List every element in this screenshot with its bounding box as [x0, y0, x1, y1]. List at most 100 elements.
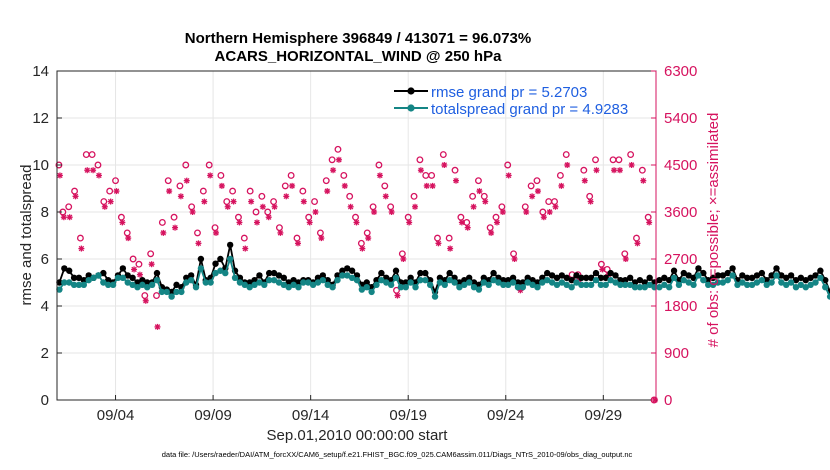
- rmse-point: [514, 279, 522, 286]
- obs-possible-point: [258, 192, 266, 200]
- obs-assimilated-point: [429, 182, 436, 189]
- spread-point: [475, 286, 483, 293]
- obs-possible-point: [287, 171, 295, 179]
- rmse-point: [363, 279, 370, 286]
- rmse-point: [61, 265, 68, 272]
- obs-possible-point: [275, 224, 283, 232]
- legend-spread-marker: [407, 104, 415, 112]
- obs-possible-point: [621, 250, 629, 258]
- spread-point: [109, 281, 117, 289]
- obs-assimilated-point: [248, 198, 255, 205]
- spread-point: [802, 284, 809, 291]
- spread-point: [124, 279, 131, 286]
- obs-assimilated-point: [488, 229, 495, 236]
- rmse-point: [680, 269, 688, 277]
- spread-point: [587, 281, 595, 289]
- obs-possible-point: [106, 187, 114, 195]
- spread-point: [534, 284, 541, 291]
- x-tick-label: 09/04: [97, 407, 135, 424]
- obs-assimilated-point: [435, 240, 442, 247]
- obs-possible-point: [551, 198, 558, 206]
- obs-assimilated-point: [95, 172, 102, 179]
- spread-point: [748, 281, 756, 289]
- obs-possible-point: [393, 286, 400, 294]
- rmse-point: [173, 281, 180, 289]
- spread-point: [524, 279, 531, 286]
- rmse-point: [217, 255, 224, 263]
- rmse-point: [617, 276, 624, 284]
- legend-rmse-marker: [407, 87, 415, 95]
- spread-point: [592, 276, 600, 284]
- rmse-point: [236, 274, 244, 281]
- rmse-point: [446, 269, 453, 277]
- spread-point: [661, 281, 668, 289]
- obs-possible-point: [381, 182, 389, 190]
- obs-possible-point: [562, 151, 570, 159]
- rmse-point: [563, 274, 570, 281]
- spread-point: [422, 276, 429, 284]
- spread-point: [656, 284, 663, 291]
- rmse-point: [392, 267, 400, 274]
- legend: rmse grand pr = 5.2703 totalspread grand…: [394, 84, 628, 118]
- spread-point: [75, 281, 83, 289]
- rmse-point: [787, 272, 795, 279]
- spread-point: [563, 281, 570, 289]
- obs-assimilated-point: [505, 172, 512, 179]
- obs-assimilated-point: [84, 167, 91, 174]
- obs-possible-point: [404, 213, 412, 221]
- spread-point: [324, 281, 331, 289]
- rmse-point: [339, 267, 346, 274]
- obs-possible-point: [229, 187, 237, 195]
- obs-assimilated-point: [236, 219, 243, 226]
- spread-point: [675, 281, 683, 289]
- spread-point: [70, 281, 78, 289]
- rmse-point: [139, 276, 146, 284]
- obs-possible-point: [445, 234, 453, 242]
- obs-possible-point: [334, 145, 342, 153]
- spread-point: [797, 281, 805, 289]
- rmse-point: [592, 269, 600, 277]
- x-axis: 09/04 09/09 09/14 09/19 09/24 09/29: [97, 395, 622, 424]
- rmse-point: [334, 272, 341, 279]
- obs-assimilated-point: [289, 182, 296, 189]
- spread-point: [807, 281, 814, 289]
- obs-assimilated-point: [259, 203, 266, 210]
- obs-possible-point: [129, 255, 137, 263]
- rmse-point: [685, 272, 692, 279]
- rmse-point: [548, 272, 556, 279]
- obs-possible-point: [153, 292, 160, 300]
- rmse-point: [480, 274, 488, 281]
- obs-possible-point: [434, 234, 441, 242]
- rmse-point: [426, 276, 434, 284]
- obs-assimilated-point: [482, 198, 489, 205]
- y-left-tick-label: 6: [41, 251, 49, 268]
- right-axis: 0 900 1800 2700 3600 4500 5400 6300: [651, 63, 697, 409]
- spread-point: [290, 281, 297, 289]
- rmse-point: [500, 276, 507, 284]
- rmse-point: [373, 276, 380, 284]
- spread-point: [139, 281, 146, 289]
- obs-assimilated-point: [306, 219, 313, 226]
- rmse-point: [534, 279, 541, 286]
- rmse-point: [265, 269, 273, 277]
- spread-point: [334, 276, 341, 284]
- y-right-tick-label: 4500: [664, 157, 697, 174]
- rmse-point: [700, 269, 707, 277]
- obs-possible-point: [299, 187, 307, 195]
- spread-point: [617, 281, 624, 289]
- obs-assimilated-point: [72, 193, 79, 200]
- spread-point: [309, 281, 317, 289]
- rmse-point: [641, 279, 648, 286]
- spread-point: [222, 269, 229, 277]
- rmse-point: [461, 276, 468, 284]
- obs-possible-point: [117, 213, 125, 221]
- rmse-point: [495, 274, 502, 281]
- obs-possible-point: [352, 213, 359, 221]
- rmse-point: [622, 276, 629, 284]
- spread-point: [505, 281, 512, 289]
- rmse-point: [661, 274, 668, 281]
- spread-point: [129, 281, 136, 289]
- rmse-point: [558, 272, 566, 279]
- obs-assimilated-point: [154, 323, 161, 330]
- rmse-point: [670, 267, 678, 274]
